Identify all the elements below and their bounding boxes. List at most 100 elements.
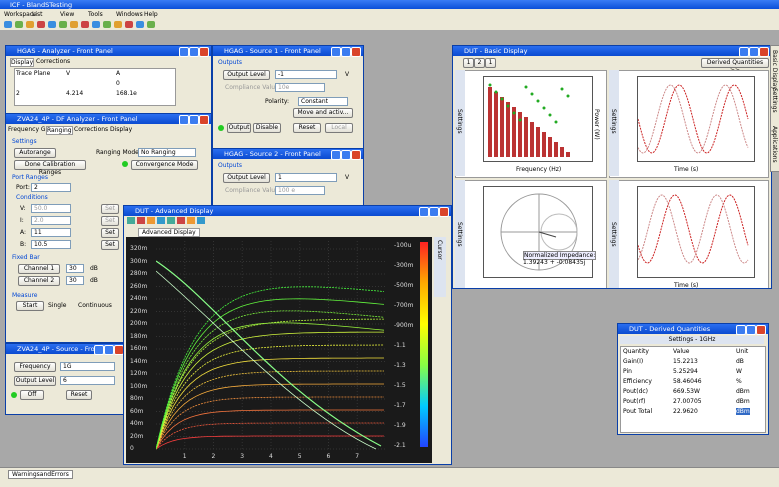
side-tab[interactable]: Settings (771, 88, 778, 113)
menu-item[interactable]: Windows (116, 11, 143, 18)
window-button[interactable] (104, 345, 114, 355)
tab[interactable]: Display (10, 58, 35, 67)
nav-button[interactable]: 1 (463, 58, 474, 68)
cursor-tab[interactable]: Cursor (436, 240, 443, 260)
radio-continuous[interactable]: Continuous (78, 302, 112, 309)
toolbar-button[interactable] (197, 217, 205, 224)
set-button[interactable]: Set (101, 228, 119, 238)
side-label[interactable]: Settings (610, 222, 617, 247)
tab[interactable]: Corrections (74, 126, 109, 133)
toolbar-button[interactable] (187, 217, 195, 224)
window-button[interactable] (351, 47, 361, 57)
compliance-field[interactable]: 100 e (275, 186, 325, 195)
toolbar-button[interactable] (136, 21, 144, 28)
toolbar-button[interactable] (114, 21, 122, 28)
toolbar-button[interactable] (147, 217, 155, 224)
local-button[interactable]: Local (325, 123, 353, 133)
window-button[interactable] (429, 207, 439, 217)
condition-field[interactable]: 11 (31, 228, 71, 237)
window-button[interactable] (439, 207, 449, 217)
window-button[interactable] (331, 150, 341, 160)
reset-button[interactable]: Reset (293, 123, 321, 133)
window-button[interactable] (331, 47, 341, 57)
tab[interactable]: Advanced Display (138, 228, 200, 237)
toolbar-button[interactable] (125, 21, 133, 28)
toolbar-button[interactable] (15, 21, 23, 28)
toolbar-button[interactable] (26, 21, 34, 28)
window-button[interactable] (179, 47, 189, 57)
channel-button[interactable]: Channel 2 (18, 276, 60, 286)
output-button[interactable]: Output (227, 123, 251, 133)
window-button[interactable] (179, 115, 189, 125)
window-button[interactable] (736, 325, 746, 335)
side-label[interactable]: Settings (456, 222, 463, 247)
window-button[interactable] (341, 150, 351, 160)
menu-item[interactable]: List (32, 11, 43, 18)
toolbar-button[interactable] (127, 217, 135, 224)
nav-button[interactable]: 2 (474, 58, 485, 68)
channel-field[interactable]: 30 (66, 276, 84, 285)
side-tab[interactable]: Applications (771, 126, 778, 163)
toolbar-button[interactable] (177, 217, 185, 224)
toolbar-button[interactable] (147, 21, 155, 28)
output-level-button[interactable]: Output Level (14, 376, 56, 386)
menu-item[interactable]: Tools (88, 11, 103, 18)
window-button[interactable] (341, 47, 351, 57)
tab[interactable]: Corrections (36, 58, 71, 65)
output-level-field[interactable]: 6 (60, 376, 115, 385)
toolbar-button[interactable] (157, 217, 165, 224)
channel-field[interactable]: 30 (66, 264, 84, 273)
window-button[interactable] (94, 345, 104, 355)
polarity-select[interactable]: Constant (298, 97, 348, 106)
off-button[interactable]: Off (20, 390, 44, 400)
autorange-button[interactable]: Autorange (14, 148, 56, 158)
radio-single[interactable]: Single (48, 302, 67, 309)
menu-item[interactable]: Help (144, 11, 158, 18)
disable-button[interactable]: Disable (253, 123, 281, 133)
port-select[interactable]: 2 (31, 183, 71, 192)
move-button[interactable]: Move and activ... (293, 108, 353, 118)
calibration-button[interactable]: Done Calibration Ranges (14, 160, 86, 176)
condition-field[interactable]: 10.5 (31, 240, 71, 249)
toolbar-button[interactable] (92, 21, 100, 28)
window-button[interactable] (351, 150, 361, 160)
tab[interactable]: Ranging (46, 126, 73, 135)
window-button[interactable] (189, 115, 199, 125)
reset-button[interactable]: Reset (66, 390, 92, 400)
window-button[interactable] (749, 47, 759, 57)
toolbar-button[interactable] (4, 21, 12, 28)
condition-field[interactable]: 2.0 (31, 216, 71, 225)
side-tab[interactable]: Basic Display (771, 50, 778, 90)
tab[interactable]: Frequency Grid (8, 126, 54, 133)
frequency-button[interactable]: Frequency (14, 362, 56, 372)
window-button[interactable] (739, 47, 749, 57)
level-field[interactable]: 1 (275, 173, 337, 182)
toolbar-button[interactable] (48, 21, 56, 28)
toolbar-button[interactable] (103, 21, 111, 28)
toolbar-button[interactable] (81, 21, 89, 28)
start-button[interactable]: Start (16, 301, 44, 311)
derived-button[interactable]: Derived Quantities >> (701, 58, 769, 74)
convergence-button[interactable]: Convergence Mode (131, 160, 198, 170)
set-button[interactable]: Set (101, 204, 119, 214)
window-button[interactable] (189, 47, 199, 57)
toolbar-button[interactable] (137, 217, 145, 224)
menu-item[interactable]: View (60, 11, 75, 18)
level-field[interactable]: -1 (275, 70, 337, 79)
output-level-button[interactable]: Output Level (223, 173, 270, 183)
window-button[interactable] (199, 47, 209, 57)
toolbar-button[interactable] (70, 21, 78, 28)
output-level-button[interactable]: Output Level (223, 70, 270, 80)
side-label[interactable]: Settings (610, 109, 617, 134)
channel-button[interactable]: Channel 1 (18, 264, 60, 274)
compliance-field[interactable]: 10e (275, 83, 325, 92)
frequency-field[interactable]: 1G (60, 362, 115, 371)
tab[interactable]: Display (110, 126, 133, 133)
window-button[interactable] (419, 207, 429, 217)
window-button[interactable] (199, 115, 209, 125)
status-tab[interactable]: WarningsandErrors (8, 470, 73, 479)
set-button[interactable]: Set (101, 240, 119, 250)
window-button[interactable] (746, 325, 756, 335)
condition-field[interactable]: 50.0 (31, 204, 71, 213)
toolbar-button[interactable] (167, 217, 175, 224)
